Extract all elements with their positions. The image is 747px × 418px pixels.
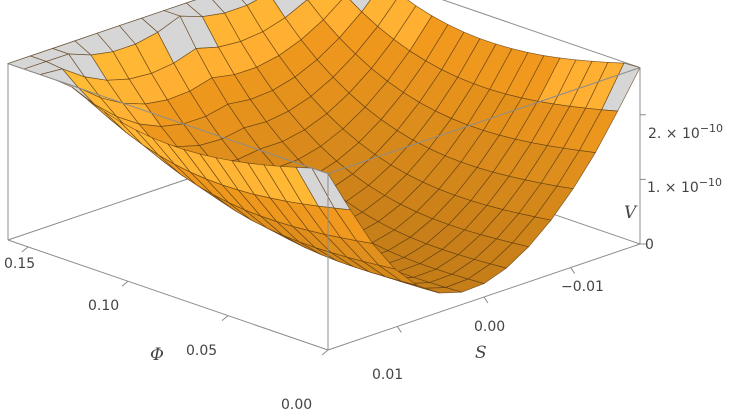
box-edge xyxy=(441,0,641,69)
box-edge xyxy=(7,63,329,175)
tick-mark xyxy=(570,267,576,274)
tick-mark xyxy=(483,296,489,304)
v-tick-label: 0 xyxy=(645,237,654,253)
s-axis-label: S xyxy=(475,343,487,363)
phi-axis: 0.15 0.10 0.05 0.00 Φ xyxy=(4,256,312,413)
tick-mark xyxy=(221,315,229,322)
s-axis: 0.01 0.00 −0.01 S xyxy=(372,279,604,383)
v-tick-label: 2. × 10−10 xyxy=(648,122,723,142)
box-edge xyxy=(7,239,329,351)
phi-tick-label: 0.00 xyxy=(281,397,312,413)
s-tick-label: 0.00 xyxy=(474,319,505,335)
bounding-box-front xyxy=(7,63,646,356)
tick-mark xyxy=(396,326,402,333)
v-axis-label: V xyxy=(624,203,638,223)
phi-tick-label: 0.05 xyxy=(186,343,217,359)
tick-mark xyxy=(21,246,29,253)
s-tick-label: 0.01 xyxy=(372,367,403,383)
phi-tick-label: 0.15 xyxy=(4,256,35,272)
phi-axis-label: Φ xyxy=(150,345,164,365)
tick-mark xyxy=(321,349,329,356)
box-edge xyxy=(327,67,641,175)
s-tick-label: −0.01 xyxy=(561,279,604,295)
tick-mark xyxy=(121,280,129,287)
phi-tick-label: 0.10 xyxy=(88,298,119,314)
v-axis: 0 1. × 10−10 2. × 10−10 V xyxy=(624,122,723,253)
v-tick-label: 1. × 10−10 xyxy=(647,176,722,196)
surface-mesh xyxy=(6,0,641,294)
